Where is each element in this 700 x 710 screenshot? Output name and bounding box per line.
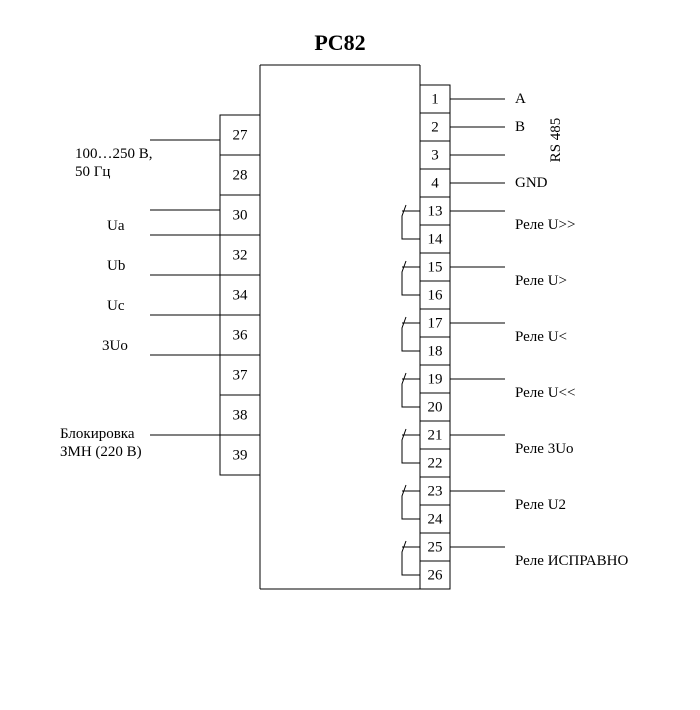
- right-terminal-2: 2: [431, 119, 439, 135]
- left-terminal-34: 34: [233, 287, 249, 303]
- left-label-37: 3Uo: [102, 338, 128, 354]
- wiring-diagram: PC8227100…250 В,50 Гц2830Ua32Ub34Uc36373…: [0, 0, 700, 710]
- right-terminal-22: 22: [428, 455, 443, 471]
- left-label-39: Блокировка: [60, 426, 135, 442]
- right-label-1: A: [515, 91, 526, 107]
- right-terminal-13: 13: [428, 203, 443, 219]
- rs485-label: RS 485: [548, 118, 564, 163]
- right-terminal-19: 19: [428, 371, 443, 387]
- right-label-26: Реле ИСПРАВНО: [515, 553, 628, 569]
- left-label-27: 100…250 В,: [75, 146, 153, 162]
- right-terminal-18: 18: [428, 343, 443, 359]
- right-terminal-3: 3: [431, 147, 439, 163]
- left-terminal-28: 28: [233, 167, 248, 183]
- right-terminal-24: 24: [428, 511, 444, 527]
- left-terminal-38: 38: [233, 407, 248, 423]
- right-terminal-15: 15: [428, 259, 443, 275]
- right-terminal-26: 26: [428, 567, 444, 583]
- right-terminal-23: 23: [428, 483, 443, 499]
- right-label-14: Реле U>>: [515, 217, 575, 233]
- left-label-30: Ua: [107, 218, 125, 234]
- right-label-4: GND: [515, 175, 548, 191]
- svg-text:50 Гц: 50 Гц: [75, 164, 110, 180]
- right-terminal-21: 21: [428, 427, 443, 443]
- right-terminal-25: 25: [428, 539, 443, 555]
- left-label-32: Ub: [107, 258, 125, 274]
- left-terminal-39: 39: [233, 447, 248, 463]
- right-label-22: Реле 3Uo: [515, 441, 574, 457]
- right-label-20: Реле U<<: [515, 385, 575, 401]
- left-terminal-36: 36: [233, 327, 249, 343]
- left-terminal-27: 27: [233, 127, 249, 143]
- left-terminal-30: 30: [233, 207, 248, 223]
- right-terminal-1: 1: [431, 91, 439, 107]
- right-terminal-16: 16: [428, 287, 444, 303]
- right-terminal-20: 20: [428, 399, 443, 415]
- svg-text:ЗМН (220 В): ЗМН (220 В): [60, 444, 142, 460]
- right-label-2: B: [515, 119, 525, 135]
- left-terminal-32: 32: [233, 247, 248, 263]
- device-title: PC82: [314, 30, 365, 55]
- right-label-16: Реле U>: [515, 273, 567, 289]
- right-terminal-17: 17: [428, 315, 444, 331]
- left-label-34: Uc: [107, 298, 125, 314]
- right-terminal-4: 4: [431, 175, 439, 191]
- right-label-18: Реле U<: [515, 329, 567, 345]
- right-terminal-14: 14: [428, 231, 444, 247]
- right-label-24: Реле U2: [515, 497, 566, 513]
- left-terminal-37: 37: [233, 367, 249, 383]
